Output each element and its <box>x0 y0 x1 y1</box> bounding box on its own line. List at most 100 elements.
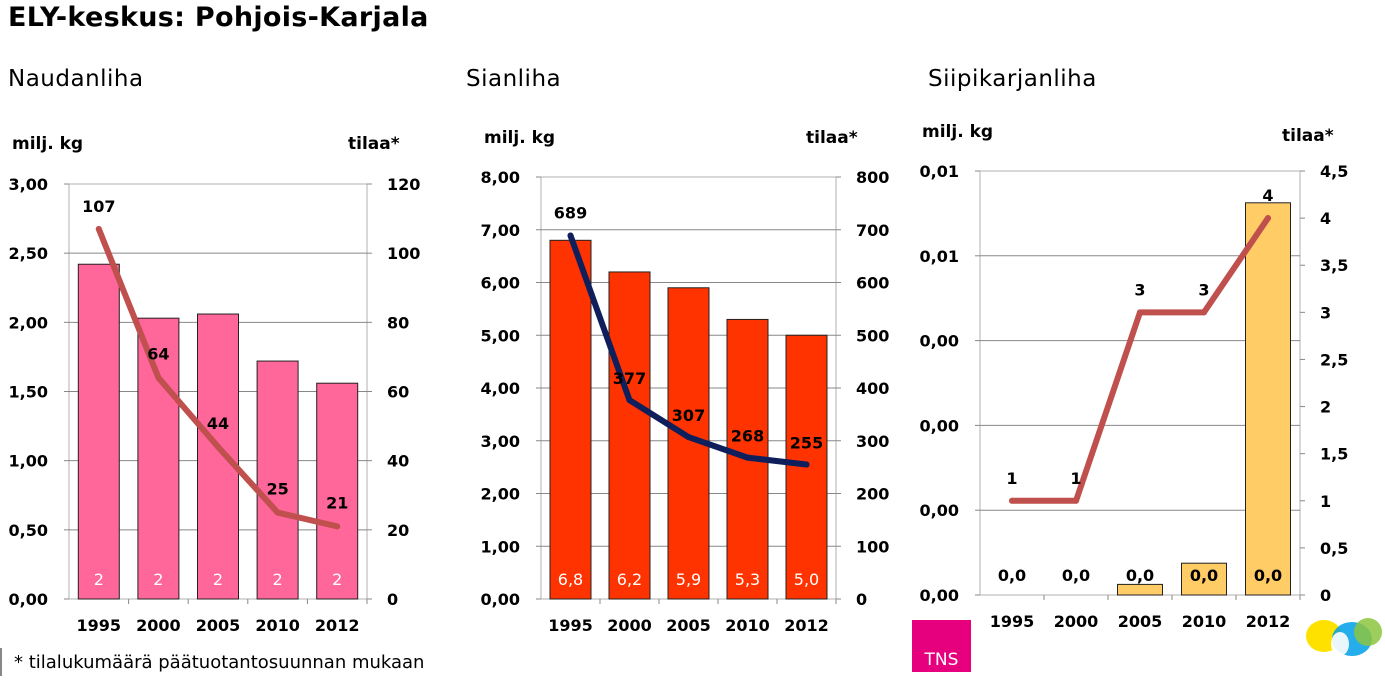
bar-data-label: 6,8 <box>558 570 583 589</box>
footnote: * tilalukumäärä päätuotantosuunnan mukaa… <box>14 652 425 673</box>
bar-data-label: 5,0 <box>794 570 819 589</box>
footnote-divider <box>0 648 2 676</box>
line-data-label: 268 <box>731 427 764 446</box>
bar <box>197 313 239 600</box>
bar-data-label: 0,0 <box>1126 566 1154 585</box>
y2-tick-label: 800 <box>856 168 889 187</box>
y-tick-label: 4,00 <box>481 379 520 398</box>
y2-tick-label: 100 <box>387 244 420 263</box>
bar-data-label: 0,0 <box>1254 566 1282 585</box>
x-tick-label: 2012 <box>315 616 360 635</box>
y-tick-label: 2,00 <box>9 313 48 332</box>
bar <box>1245 202 1291 596</box>
x-tick-label: 2012 <box>1246 612 1291 631</box>
y-tick-label: 6,00 <box>481 274 520 293</box>
bar-data-label: 0,0 <box>1062 566 1090 585</box>
y-tick-label: 2,00 <box>481 485 520 504</box>
y-axis-label-sianliha: milj. kg <box>484 128 556 148</box>
y2-tick-label: 500 <box>856 326 889 345</box>
y-tick-label: 0,00 <box>920 586 959 605</box>
tns-logo: TNS <box>912 620 971 672</box>
bar-data-label: 2 <box>153 570 163 589</box>
y-tick-label: 0,00 <box>920 332 959 351</box>
y2-axis-label-sianliha: tilaa* <box>806 128 858 148</box>
bar <box>256 360 299 600</box>
line-point <box>1137 309 1143 316</box>
bar-data-label: 6,2 <box>617 570 642 589</box>
y-tick-label: 0,00 <box>920 416 959 435</box>
y-tick-label: 5,00 <box>481 326 520 345</box>
bar <box>77 263 120 600</box>
y2-tick-label: 0 <box>387 590 398 609</box>
line-point <box>1009 497 1015 504</box>
line-point <box>1073 497 1079 504</box>
y2-tick-label: 120 <box>387 175 420 194</box>
line-data-label: 1 <box>1006 469 1017 488</box>
y2-tick-label: 4 <box>1320 209 1331 228</box>
y2-tick-label: 0 <box>856 590 867 609</box>
chart-title-siipikarjanliha: Siipikarjanliha <box>928 66 1097 92</box>
x-tick-label: 1995 <box>77 616 122 635</box>
y2-tick-label: 2 <box>1320 398 1331 417</box>
line-point <box>803 461 810 468</box>
x-tick-label: 2000 <box>1054 612 1099 631</box>
y2-tick-label: 80 <box>387 313 409 332</box>
x-tick-label: 2000 <box>607 616 652 635</box>
bar-data-label: 2 <box>273 570 283 589</box>
line-data-label: 3 <box>1134 280 1145 299</box>
bar <box>1117 583 1163 596</box>
y2-tick-label: 300 <box>856 432 889 451</box>
bar <box>137 317 180 600</box>
y-tick-label: 0,01 <box>920 162 959 181</box>
y2-tick-label: 0 <box>1320 586 1331 605</box>
bar-data-label: 0,0 <box>1190 566 1218 585</box>
line-data-label: 107 <box>82 197 115 216</box>
line-data-label: 44 <box>207 414 229 433</box>
line-point <box>334 523 341 530</box>
line-data-label: 25 <box>266 480 288 499</box>
x-tick-label: 2010 <box>1182 612 1227 631</box>
y2-tick-label: 20 <box>387 521 409 540</box>
y-tick-label: 7,00 <box>481 221 520 240</box>
x-tick-label: 2005 <box>666 616 711 635</box>
y2-tick-label: 200 <box>856 485 889 504</box>
y2-tick-label: 40 <box>387 452 409 471</box>
y2-axis-label-siipikarjanliha: tilaa* <box>1282 126 1334 146</box>
tns-logo-text: TNS <box>924 650 959 670</box>
y2-tick-label: 1 <box>1320 492 1331 511</box>
x-tick-label: 2005 <box>196 616 241 635</box>
bar-data-label: 2 <box>332 570 342 589</box>
line-data-label: 377 <box>613 369 646 388</box>
x-tick-label: 2012 <box>784 616 829 635</box>
bar-data-label: 5,3 <box>735 570 760 589</box>
y2-tick-label: 3 <box>1320 303 1331 322</box>
x-tick-label: 2000 <box>136 616 181 635</box>
y2-tick-label: 700 <box>856 221 889 240</box>
y-tick-label: 0,50 <box>9 521 48 540</box>
x-tick-label: 2010 <box>725 616 770 635</box>
y2-tick-label: 4,5 <box>1320 162 1348 181</box>
line-point <box>95 225 102 232</box>
bar <box>608 271 651 600</box>
line-data-label: 255 <box>790 433 823 452</box>
y2-tick-label: 1,5 <box>1320 445 1348 464</box>
y-tick-label: 0,00 <box>920 501 959 520</box>
y-tick-label: 0,00 <box>9 590 48 609</box>
bar <box>316 382 359 600</box>
chart-title-naudanliha: Naudanliha <box>8 66 144 92</box>
y-axis-label-naudanliha: milj. kg <box>12 134 84 154</box>
y-tick-label: 1,00 <box>9 452 48 471</box>
y-tick-label: 3,00 <box>9 175 48 194</box>
line-point <box>155 374 162 381</box>
y-axis-label-siipikarjanliha: milj. kg <box>922 122 994 142</box>
x-tick-label: 1995 <box>548 616 593 635</box>
line-point <box>567 232 574 239</box>
bar-data-label: 2 <box>94 570 104 589</box>
bar-data-label: 5,9 <box>676 570 701 589</box>
line-data-label: 64 <box>147 345 169 364</box>
y-tick-label: 0,01 <box>920 247 959 266</box>
line-point <box>685 434 692 441</box>
